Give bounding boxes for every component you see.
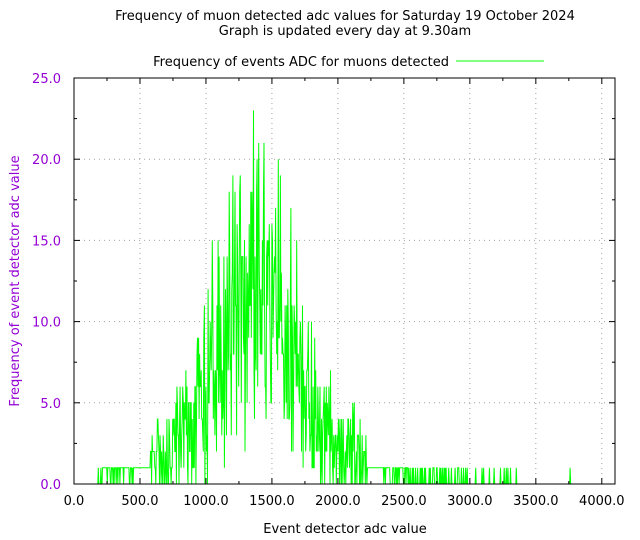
chart-subtitle: Graph is updated every day at 9.30am <box>219 24 471 39</box>
legend-label: Frequency of events ADC for muons detect… <box>153 55 449 70</box>
series-line <box>97 110 576 485</box>
y-axis-label: Frequency of event detector adc value <box>8 155 23 406</box>
grid <box>74 77 615 484</box>
x-tick-label-6: 3000.0 <box>447 494 493 509</box>
x-tick-label-4: 2000.0 <box>315 494 361 509</box>
y-tick-label-4: 20.0 <box>32 153 61 168</box>
y-tick-label-0: 0.0 <box>40 478 61 493</box>
x-axis-label: Event detector adc value <box>263 522 426 537</box>
y-tick-label-3: 15.0 <box>32 234 61 249</box>
plot-frame <box>73 77 616 485</box>
legend: Frequency of events ADC for muons detect… <box>153 55 544 70</box>
axis-ticks: 0.0 500.0 1000.0 1500.0 2000.0 2500.0 3000.0 35… <box>32 72 625 509</box>
x-tick-label-7: 3500.0 <box>513 494 559 509</box>
x-tick-label-8: 4000.0 <box>579 494 625 509</box>
x-tick-label-3: 1500.0 <box>249 494 295 509</box>
x-tick-label-0: 0.0 <box>64 494 85 509</box>
y-tick-label-2: 10.0 <box>32 316 61 331</box>
y-tick-label-5: 25.0 <box>32 72 61 87</box>
x-tick-label-1: 500.0 <box>121 494 158 509</box>
chart-title: Frequency of muon detected adc values fo… <box>115 9 575 24</box>
x-tick-label-2: 1000.0 <box>183 494 229 509</box>
plot-area <box>97 110 576 485</box>
x-tick-label-5: 2500.0 <box>381 494 427 509</box>
y-tick-label-1: 5.0 <box>40 397 61 412</box>
